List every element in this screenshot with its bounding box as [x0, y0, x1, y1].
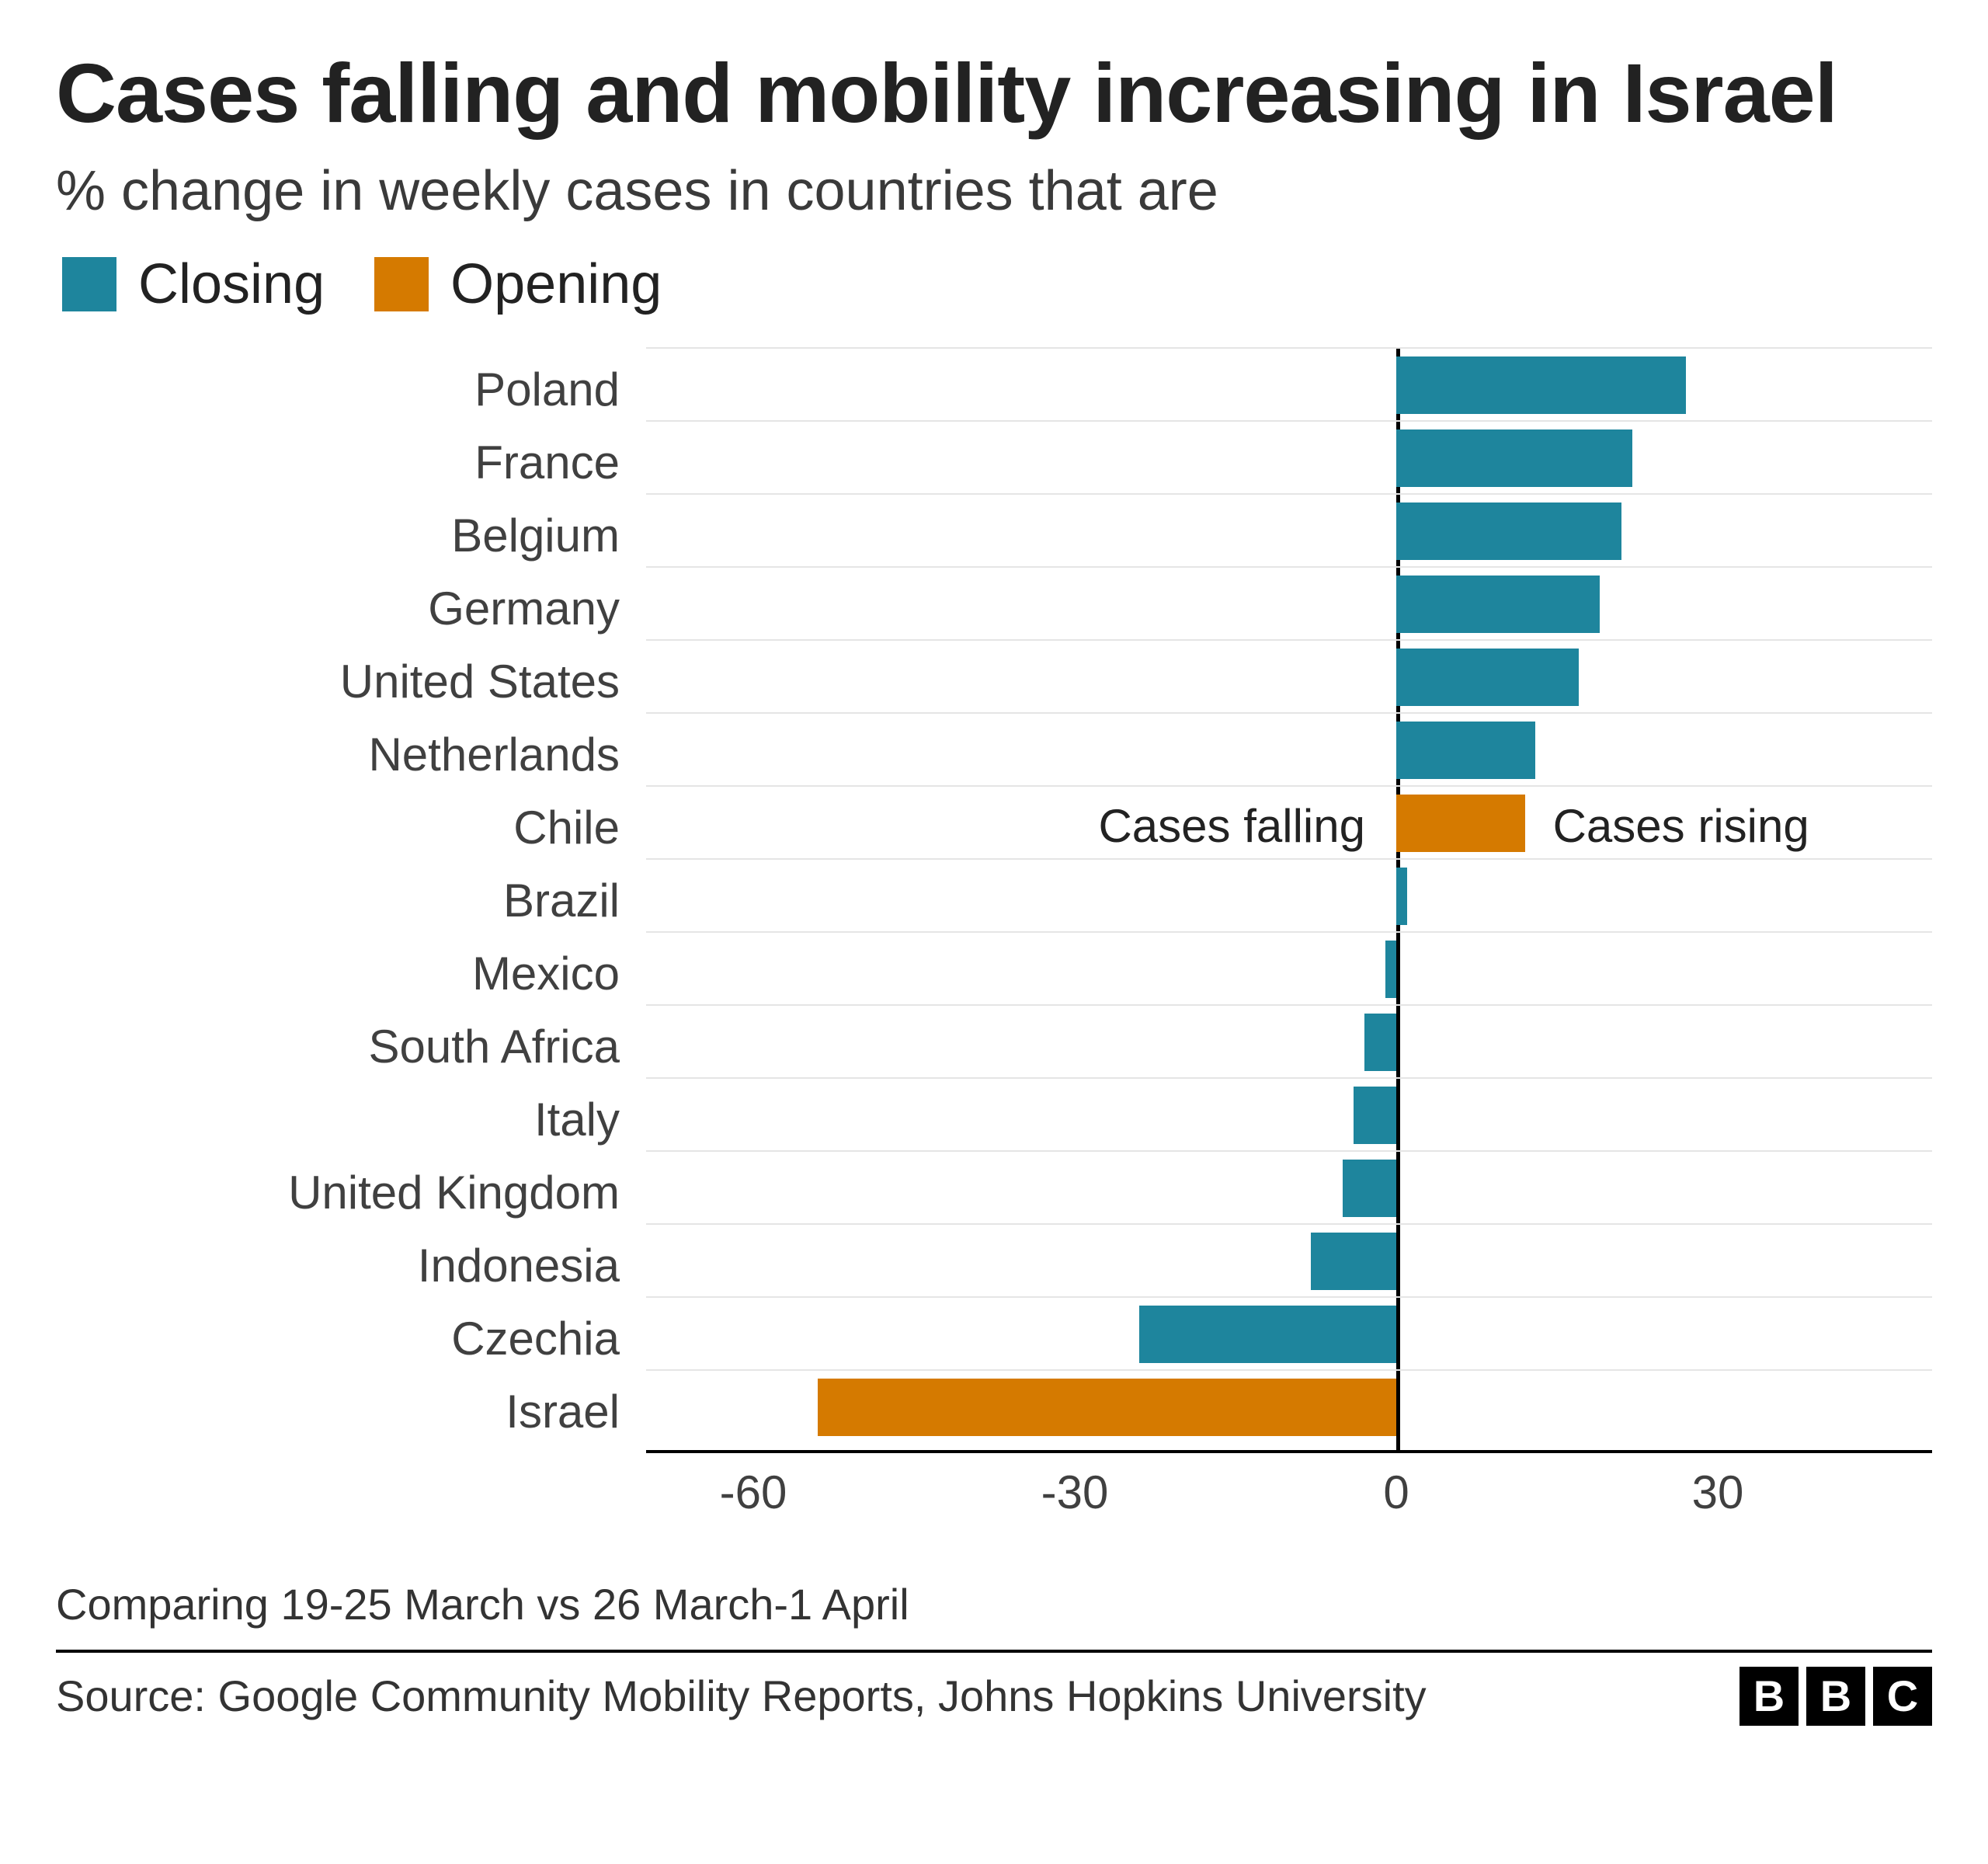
x-axis-tick-label: 0	[1383, 1466, 1409, 1519]
bar	[818, 1379, 1396, 1436]
gridline	[646, 1077, 1932, 1150]
legend-item-opening: Opening	[374, 252, 662, 316]
legend-label-opening: Opening	[450, 252, 662, 316]
x-axis-ticks: -60 -30 0 30	[646, 1466, 1932, 1535]
y-axis-label: Brazil	[56, 864, 646, 937]
bbc-logo: B B C	[1740, 1667, 1932, 1726]
y-axis-label: South Africa	[56, 1010, 646, 1083]
bar	[1343, 1160, 1396, 1217]
legend-swatch-opening	[374, 257, 429, 311]
y-axis-label: United States	[56, 645, 646, 718]
gridline	[646, 566, 1932, 639]
y-axis-label: United Kingdom	[56, 1156, 646, 1229]
gridline	[646, 1223, 1932, 1296]
bar	[1396, 722, 1535, 779]
chart: PolandFranceBelgiumGermanyUnited StatesN…	[56, 347, 1932, 1543]
y-axis-label: Czechia	[56, 1302, 646, 1375]
bar	[1396, 576, 1600, 633]
y-axis-label: Netherlands	[56, 718, 646, 791]
y-axis-label: Israel	[56, 1375, 646, 1448]
chart-title: Cases falling and mobility increasing in…	[56, 47, 1932, 141]
bar	[1396, 795, 1525, 852]
y-axis-label: Mexico	[56, 937, 646, 1010]
bbc-logo-letter: C	[1873, 1667, 1932, 1726]
bar	[1396, 356, 1686, 414]
gridline	[646, 712, 1932, 785]
bar	[1354, 1087, 1396, 1144]
bar	[1396, 503, 1621, 560]
gridline	[646, 420, 1932, 493]
annotation-cases-rising: Cases rising	[1553, 799, 1809, 853]
gridline	[646, 1004, 1932, 1077]
gridline	[646, 931, 1932, 1004]
bar	[1364, 1014, 1396, 1071]
gridline	[646, 493, 1932, 566]
y-axis-label: Poland	[56, 353, 646, 426]
y-axis-label: Indonesia	[56, 1229, 646, 1302]
source-text: Source: Google Community Mobility Report…	[56, 1671, 1427, 1721]
chart-subtitle: % change in weekly cases in countries th…	[56, 159, 1932, 223]
annotation-cases-falling: Cases falling	[1098, 799, 1365, 853]
legend-item-closing: Closing	[62, 252, 325, 316]
legend-label-closing: Closing	[138, 252, 325, 316]
y-axis-label: Belgium	[56, 499, 646, 572]
bar	[1139, 1306, 1396, 1363]
bar	[1385, 941, 1396, 998]
footer-row: Source: Google Community Mobility Report…	[56, 1667, 1932, 1726]
bbc-logo-letter: B	[1740, 1667, 1799, 1726]
gridline	[646, 858, 1932, 931]
legend-swatch-closing	[62, 257, 116, 311]
x-axis-tick-label: -30	[1041, 1466, 1109, 1519]
chart-footnote: Comparing 19-25 March vs 26 March-1 Apri…	[56, 1579, 1932, 1629]
legend: Closing Opening	[62, 252, 1932, 316]
footer-divider	[56, 1650, 1932, 1653]
bar	[1396, 868, 1407, 925]
bar	[1311, 1233, 1396, 1290]
y-axis-labels: PolandFranceBelgiumGermanyUnited StatesN…	[56, 347, 646, 1543]
y-axis-label: France	[56, 426, 646, 499]
bar	[1396, 649, 1579, 706]
bbc-logo-letter: B	[1806, 1667, 1865, 1726]
y-axis-label: Chile	[56, 791, 646, 864]
gridline	[646, 347, 1932, 420]
x-axis-tick-label: -60	[720, 1466, 787, 1519]
y-axis-label: Germany	[56, 572, 646, 645]
x-axis-baseline	[646, 1450, 1932, 1453]
gridline	[646, 639, 1932, 712]
plot-area: -60 -30 0 30 Cases falling Cases rising	[646, 347, 1932, 1543]
gridline	[646, 1150, 1932, 1223]
y-axis-label: Italy	[56, 1083, 646, 1156]
x-axis-tick-label: 30	[1692, 1466, 1744, 1519]
bar	[1396, 429, 1632, 487]
